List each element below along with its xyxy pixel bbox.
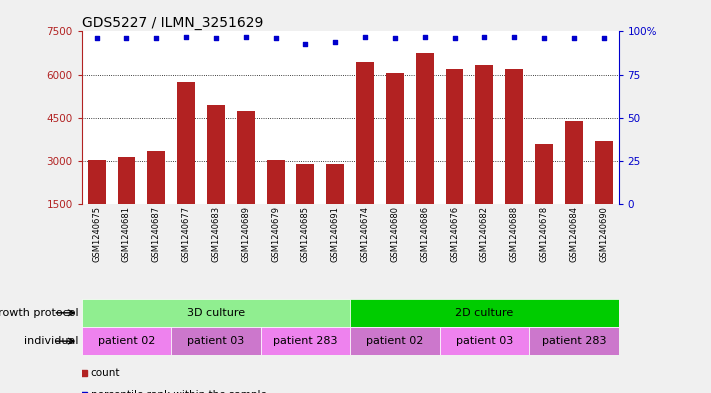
Text: 2D culture: 2D culture	[455, 308, 513, 318]
Point	[181, 33, 192, 40]
Point	[91, 35, 102, 42]
Bar	[386, 73, 404, 248]
Bar	[267, 160, 284, 248]
Bar	[117, 157, 135, 248]
Bar	[82, 327, 171, 355]
Point	[598, 35, 609, 42]
Text: patient 283: patient 283	[273, 336, 338, 346]
Text: GSM1240674: GSM1240674	[360, 206, 370, 262]
Text: growth protocol: growth protocol	[0, 308, 78, 318]
Text: GSM1240691: GSM1240691	[331, 206, 340, 262]
Bar	[296, 164, 314, 248]
Text: GSM1240677: GSM1240677	[181, 206, 191, 263]
Point	[121, 35, 132, 42]
Bar	[237, 111, 255, 248]
Bar	[476, 64, 493, 248]
Point	[419, 33, 430, 40]
Point	[389, 35, 400, 42]
Text: GSM1240686: GSM1240686	[420, 206, 429, 263]
Point	[330, 39, 341, 45]
Text: GSM1240684: GSM1240684	[570, 206, 578, 262]
Text: GSM1240679: GSM1240679	[271, 206, 280, 262]
Bar	[529, 327, 619, 355]
Point	[568, 35, 579, 42]
Text: patient 283: patient 283	[542, 336, 606, 346]
Text: patient 02: patient 02	[98, 336, 155, 346]
Bar	[535, 144, 553, 248]
Bar	[326, 164, 344, 248]
Point	[151, 35, 162, 42]
Text: GSM1240683: GSM1240683	[211, 206, 220, 263]
Text: 3D culture: 3D culture	[187, 308, 245, 318]
Text: individual: individual	[23, 336, 78, 346]
Text: GSM1240675: GSM1240675	[92, 206, 101, 262]
Text: percentile rank within the sample: percentile rank within the sample	[91, 389, 267, 393]
Bar	[506, 69, 523, 248]
Point	[449, 35, 460, 42]
Text: patient 03: patient 03	[187, 336, 245, 346]
Bar	[594, 141, 613, 248]
Text: GSM1240676: GSM1240676	[450, 206, 459, 263]
Bar	[171, 327, 261, 355]
Text: GSM1240678: GSM1240678	[540, 206, 548, 263]
Text: GSM1240682: GSM1240682	[480, 206, 489, 262]
Bar	[207, 105, 225, 248]
Point	[479, 33, 490, 40]
Bar	[87, 160, 106, 248]
Text: GSM1240690: GSM1240690	[599, 206, 608, 262]
Bar	[261, 327, 351, 355]
Text: GSM1240689: GSM1240689	[241, 206, 250, 262]
Bar	[351, 299, 619, 327]
Point	[300, 40, 311, 47]
Bar	[565, 121, 583, 248]
Text: count: count	[91, 368, 120, 378]
Point	[508, 33, 520, 40]
Point	[210, 35, 222, 42]
Bar	[356, 62, 374, 248]
Text: GSM1240680: GSM1240680	[390, 206, 400, 262]
Bar	[82, 299, 351, 327]
Text: GSM1240688: GSM1240688	[510, 206, 519, 263]
Text: GSM1240681: GSM1240681	[122, 206, 131, 262]
Bar	[416, 53, 434, 248]
Text: patient 03: patient 03	[456, 336, 513, 346]
Text: GSM1240687: GSM1240687	[152, 206, 161, 263]
Bar	[439, 327, 529, 355]
Text: GSM1240685: GSM1240685	[301, 206, 310, 262]
Point	[538, 35, 550, 42]
Point	[270, 35, 282, 42]
Text: patient 02: patient 02	[366, 336, 424, 346]
Text: GDS5227 / ILMN_3251629: GDS5227 / ILMN_3251629	[82, 17, 263, 30]
Bar	[446, 69, 464, 248]
Bar	[177, 82, 195, 248]
Bar	[147, 151, 165, 248]
Point	[359, 33, 370, 40]
Point	[240, 33, 252, 40]
Bar	[351, 327, 439, 355]
